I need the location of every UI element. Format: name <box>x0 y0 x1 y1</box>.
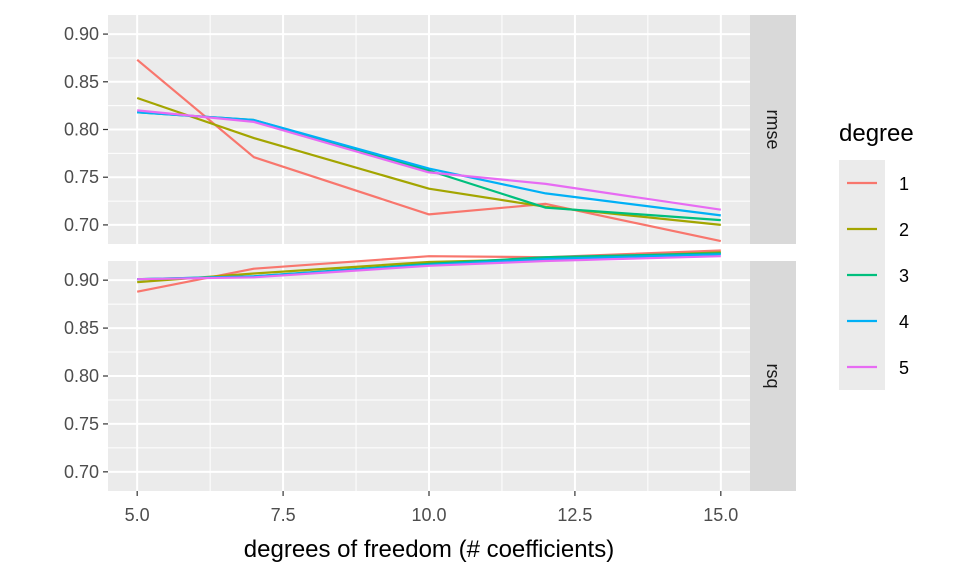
x-tick-label: 5.0 <box>125 505 150 525</box>
y-tick-label: 0.70 <box>64 215 99 235</box>
legend-label-5: 5 <box>899 358 909 378</box>
strip-background <box>750 15 796 244</box>
x-axis-title: degrees of freedom (# coefficients) <box>244 536 614 563</box>
series-line-5-rsq <box>137 255 721 281</box>
y-tick-label: 0.85 <box>64 72 99 92</box>
legend-label-4: 4 <box>899 312 909 332</box>
x-tick-label: 7.5 <box>271 505 296 525</box>
legend: degree 1 2 3 4 5 <box>839 120 914 390</box>
x-axis: 5.0 7.5 10.0 12.5 15.0 <box>125 491 738 525</box>
strip-label-rsq: rsq <box>763 363 783 388</box>
y-tick-label: 0.80 <box>64 120 99 140</box>
y-tick-label: 0.75 <box>64 167 99 187</box>
legend-label-1: 1 <box>899 174 909 194</box>
panel-rsq: 0.70 0.75 0.80 0.85 0.90 rsq <box>64 249 796 491</box>
x-tick-label: 15.0 <box>703 505 738 525</box>
y-tick-label: 0.85 <box>64 318 99 338</box>
x-tick-label: 10.0 <box>411 505 446 525</box>
series-line-5-rmse <box>137 109 721 211</box>
panel-rmse: 0.70 0.75 0.80 0.85 0.90 rmse <box>64 15 796 244</box>
y-tick-label: 0.80 <box>64 366 99 386</box>
legend-label-3: 3 <box>899 266 909 286</box>
y-tick-label: 0.75 <box>64 414 99 434</box>
strip-label-rmse: rmse <box>763 110 783 150</box>
chart-panels: 0.70 0.75 0.80 0.85 0.90 rmse 0.70 0.75 0.80 0.85… <box>64 15 796 491</box>
y-tick-label: 0.90 <box>64 24 99 44</box>
x-tick-label: 12.5 <box>557 505 592 525</box>
legend-title: degree <box>839 120 914 147</box>
y-tick-label: 0.70 <box>64 462 99 482</box>
legend-label-2: 2 <box>899 220 909 240</box>
y-tick-label: 0.90 <box>64 270 99 290</box>
strip-background <box>750 261 796 491</box>
